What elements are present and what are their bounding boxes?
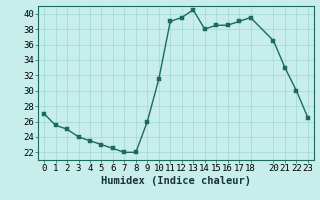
X-axis label: Humidex (Indice chaleur): Humidex (Indice chaleur) xyxy=(101,176,251,186)
